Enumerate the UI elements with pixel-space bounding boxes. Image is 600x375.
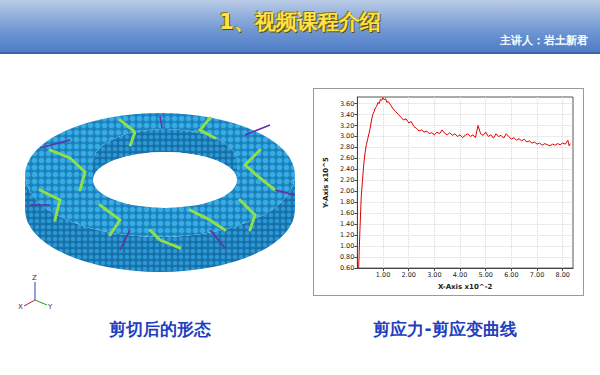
svg-text:Y: Y [47,303,53,310]
svg-text:5.00: 5.00 [478,271,492,279]
html-text:剪切后的形态: 剪切后的形态 [109,319,211,339]
svg-text:0.60: 0.60 [340,264,354,272]
svg-text:1.80: 1.80 [340,198,354,206]
svg-text:6.00: 6.00 [504,271,518,279]
svg-text:2.20: 2.20 [340,176,354,184]
svg-text:1.00: 1.00 [340,242,354,250]
svg-text:3.40: 3.40 [340,111,354,119]
svg-text:3.00: 3.00 [340,132,354,140]
svg-text:7.00: 7.00 [530,271,544,279]
svg-text:3.00: 3.00 [427,271,441,279]
svg-text:1.20: 1.20 [340,231,354,239]
svg-text:0.80: 0.80 [340,253,354,261]
svg-text:3.20: 3.20 [340,122,354,130]
svg-text:4.00: 4.00 [453,271,467,279]
html-text:主讲人：岩土新君: 主讲人：岩土新君 [500,34,588,47]
svg-text:X: X [18,303,23,310]
svg-text:X-Axis x10^-2: X-Axis x10^-2 [438,283,493,291]
svg-text:1.00: 1.00 [376,271,390,279]
svg-text:2.00: 2.00 [401,271,415,279]
html-text:剪应力-剪应变曲线: 剪应力-剪应变曲线 [373,319,517,339]
svg-text:2.00: 2.00 [340,187,354,195]
svg-text:Z: Z [32,274,37,282]
svg-text:1.40: 1.40 [340,220,354,228]
svg-text:3.60: 3.60 [340,100,354,108]
svg-text:1.60: 1.60 [340,209,354,217]
svg-text:2.40: 2.40 [340,165,354,173]
svg-text:2.60: 2.60 [340,154,354,162]
svg-text:8.00: 8.00 [555,271,569,279]
svg-text:2.80: 2.80 [340,143,354,151]
html-text:1、视频课程介绍: 1、视频课程介绍 [219,10,381,34]
svg-text:Y-Axis x10^5: Y-Axis x10^5 [322,157,330,209]
